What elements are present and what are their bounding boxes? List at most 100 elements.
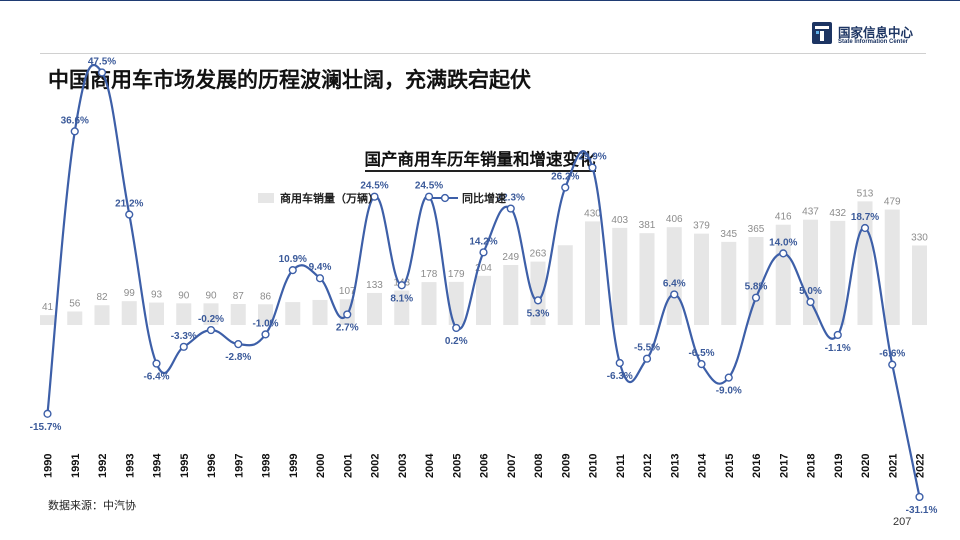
logo: 国家信息中心 State Information Center	[812, 20, 942, 50]
bar-label-1990: 41	[42, 302, 54, 313]
bar-label-2012: 381	[639, 220, 656, 231]
bar-label-1996: 90	[205, 290, 217, 301]
growth-point-2008	[533, 296, 543, 305]
growth-point-2003	[397, 281, 406, 290]
x-tick-1996: 1996	[206, 454, 218, 478]
x-tick-1991: 1991	[70, 454, 82, 478]
x-tick-2000: 2000	[315, 454, 327, 478]
growth-label-2009: 26.2%	[551, 172, 579, 183]
growth-label-2011: -6.3%	[607, 371, 633, 382]
bar-2016	[748, 237, 764, 325]
growth-label-2015: -9.0%	[716, 386, 742, 397]
x-tick-2016: 2016	[751, 454, 763, 478]
growth-label-2003: 8.1%	[390, 293, 413, 304]
chart-title-wrap: 国产商用车历年销量和增速变化	[0, 146, 960, 172]
x-tick-2011: 2011	[615, 454, 627, 478]
line-labels-layer: -15.7% 36.6% 47.5% 21.2% -6.4% -3.3%-0.2% -2.8…	[30, 57, 938, 516]
growth-label-1991: 36.6%	[61, 115, 89, 126]
growth-point-2014	[697, 360, 706, 369]
legend-line-label: 同比增速	[462, 191, 506, 205]
top-border	[0, 0, 960, 1]
bar-2002	[367, 292, 382, 325]
bar-label-2008: 263	[530, 249, 547, 260]
growth-label-2000: 9.4%	[309, 262, 332, 273]
x-tick-1993: 1993	[124, 454, 136, 478]
growth-point-2022	[915, 492, 924, 502]
bar-2003	[394, 290, 410, 325]
legend-line-marker	[440, 193, 450, 203]
growth-point-2013	[670, 290, 679, 299]
bar-label-2015: 345	[720, 229, 737, 240]
growth-point-1999	[288, 266, 297, 275]
bar-label-2013: 406	[666, 214, 683, 225]
x-tick-2006: 2006	[479, 454, 491, 478]
growth-point-2017	[779, 249, 788, 258]
x-tick-2007: 2007	[506, 454, 518, 478]
bar-label-2010: 430	[584, 208, 601, 219]
growth-label-2013: 6.4%	[663, 278, 686, 289]
growth-point-2009	[561, 183, 570, 192]
growth-point-2007	[506, 204, 515, 213]
growth-label-2002: 24.5%	[360, 181, 388, 192]
growth-point-1993	[125, 210, 134, 219]
growth-point-2000	[315, 274, 325, 283]
growth-label-1995: -3.3%	[171, 331, 197, 342]
growth-point-2004	[424, 192, 434, 201]
growth-point-1998	[261, 330, 270, 339]
bar-2022	[912, 245, 927, 325]
growth-label-1997: -2.8%	[225, 352, 251, 363]
x-tick-2017: 2017	[778, 454, 790, 478]
growth-label-2010: 29.9%	[578, 152, 606, 163]
x-tick-2002: 2002	[370, 454, 382, 478]
growth-label-1999: 10.9%	[279, 254, 307, 265]
bar-label-2002: 133	[366, 280, 383, 291]
bar-label-2016: 365	[748, 224, 765, 235]
bar-label-2019: 432	[829, 208, 846, 219]
page-number: 207	[893, 516, 912, 528]
growth-point-1995	[179, 342, 188, 351]
growth-label-2001: 2.7%	[336, 322, 359, 333]
legend: 商用车销量（万辆） 同比增速	[258, 191, 506, 205]
growth-label-2006: 14.2%	[469, 236, 497, 247]
bar-2019	[830, 220, 846, 325]
header-divider	[40, 53, 926, 54]
bar-labels-layer: 4156829993909087861071331431781792042492…	[42, 188, 928, 313]
line-layer	[43, 63, 924, 502]
growth-label-2007: 22.3%	[497, 193, 525, 204]
growth-label-1993: 21.2%	[115, 199, 143, 210]
growth-point-1994	[152, 359, 161, 368]
growth-point-2001	[343, 310, 352, 319]
bar-2008	[530, 261, 546, 325]
growth-point-1990	[43, 409, 52, 418]
bar-1998	[258, 304, 273, 325]
bar-2018	[803, 219, 818, 325]
x-tick-1999: 1999	[288, 454, 300, 478]
bar-label-2020: 513	[857, 188, 874, 199]
x-tick-2013: 2013	[669, 454, 681, 478]
x-tick-1994: 1994	[152, 453, 164, 478]
bar-1997	[230, 304, 246, 325]
x-tick-1998: 1998	[261, 454, 273, 478]
growth-point-2011	[615, 358, 624, 368]
bar-2007	[503, 264, 519, 325]
growth-point-2020	[860, 223, 870, 233]
growth-label-1990: -15.7%	[30, 422, 62, 433]
bar-label-1992: 82	[96, 292, 108, 303]
bar-label-2011: 403	[611, 215, 628, 226]
bar-label-2018: 437	[802, 207, 819, 218]
bar-2017	[775, 224, 791, 325]
bar-2011	[612, 227, 628, 325]
bar-2021	[884, 209, 900, 325]
bar-label-2022: 330	[911, 232, 928, 243]
bar-1991	[67, 311, 83, 325]
bar-1996	[203, 303, 219, 325]
growth-label-2019: -1.1%	[825, 343, 851, 354]
x-tick-1992: 1992	[97, 454, 109, 478]
bar-2004	[421, 282, 437, 325]
growth-label-2014: -6.5%	[688, 348, 714, 359]
x-tick-1997: 1997	[233, 454, 245, 478]
growth-line	[46, 63, 921, 498]
growth-label-2020: 18.7%	[851, 212, 879, 223]
growth-point-1996	[206, 325, 216, 335]
